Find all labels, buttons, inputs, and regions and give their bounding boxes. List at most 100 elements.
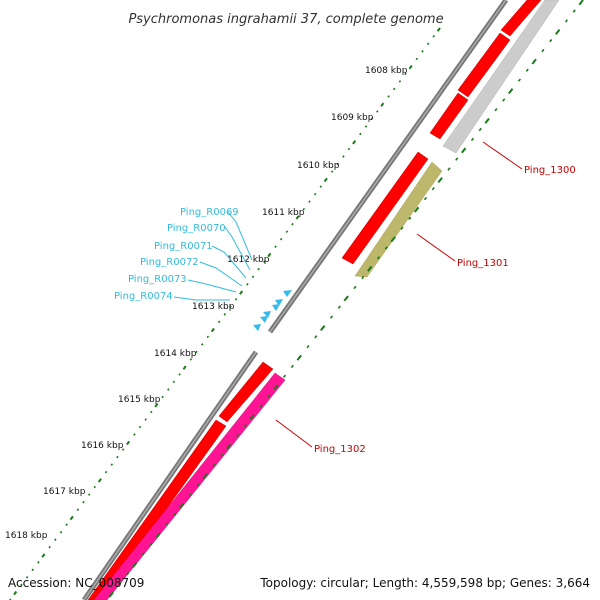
ruler-minor-tick — [313, 192, 317, 196]
rna-label[interactable]: Ping_R0072 — [140, 257, 199, 268]
ruler-major-tick — [132, 561, 138, 568]
rna-label[interactable]: Ping_R0069 — [180, 207, 239, 218]
ruler-major-tick — [13, 590, 18, 596]
ruler-major-tick — [295, 215, 300, 220]
ruler-major-tick — [508, 88, 514, 95]
cds-gray[interactable] — [442, 0, 560, 154]
ruler-major-tick — [320, 325, 326, 332]
ruler-minor-tick — [121, 448, 125, 451]
ruler-minor-tick — [347, 147, 351, 151]
ruler-minor-tick — [549, 38, 553, 43]
ruler-minor-tick — [104, 470, 108, 474]
ruler-major-tick — [390, 236, 396, 243]
scale-tick-label: 1618 kbp — [5, 531, 48, 541]
ruler-major-tick — [179, 502, 185, 509]
ruler-minor-tick — [150, 410, 153, 414]
forward-cds-track — [87, 0, 542, 600]
trna-arrow[interactable] — [275, 299, 283, 306]
ruler-minor-tick — [118, 581, 122, 586]
ruler-minor-tick — [20, 583, 23, 587]
gene-label-ping-1300[interactable]: Ping_1300 — [524, 165, 576, 176]
inner-ruler — [108, 0, 584, 598]
ruler-minor-tick — [251, 275, 255, 279]
rna-label[interactable]: Ping_R0073 — [128, 274, 187, 285]
ruler-minor-tick — [279, 237, 283, 241]
leader-line — [416, 233, 456, 262]
ruler-minor-tick — [376, 256, 381, 260]
leader-line — [275, 419, 313, 448]
ruler-minor-tick — [220, 453, 224, 457]
ruler-major-tick — [578, 0, 584, 6]
ruler-minor-tick — [306, 345, 310, 349]
ruler-major-tick — [461, 147, 467, 154]
ruler-minor-tick — [432, 34, 436, 38]
ruler-minor-tick — [285, 230, 289, 233]
ruler-minor-tick — [126, 572, 130, 576]
scale-tick-label: 1617 kbp — [43, 487, 86, 497]
ruler-minor-tick — [408, 216, 412, 220]
cds-pink[interactable] — [93, 372, 286, 600]
trna-features — [253, 290, 292, 331]
trna-arrow[interactable] — [283, 290, 292, 297]
rna-label[interactable]: Ping_R0071 — [154, 241, 213, 252]
cds-arrow[interactable] — [500, 0, 542, 37]
rna-label[interactable]: Ping_R0070 — [167, 223, 226, 234]
ruler-minor-tick — [246, 283, 249, 286]
ruler-minor-tick — [243, 423, 247, 428]
ruler-major-tick — [126, 440, 131, 446]
cds-arrow[interactable] — [457, 32, 511, 98]
ruler-minor-tick — [447, 167, 451, 171]
ruler-minor-tick — [384, 246, 388, 250]
cds-arrow[interactable] — [341, 151, 429, 265]
ruler-minor-tick — [267, 394, 271, 398]
trna-arrow[interactable] — [260, 316, 268, 323]
scale-tick-label: 1611 kbp — [262, 208, 305, 218]
cds-arrow[interactable] — [87, 419, 227, 600]
ruler-minor-tick — [282, 374, 287, 378]
ruler-minor-tick — [31, 568, 34, 572]
ruler-minor-tick — [470, 137, 475, 142]
ruler-minor-tick — [364, 125, 368, 128]
ruler-major-tick — [414, 206, 420, 213]
ruler-minor-tick — [290, 364, 294, 369]
ruler-minor-tick — [353, 285, 357, 290]
ruler-minor-tick — [302, 207, 306, 211]
ruler-major-tick — [154, 403, 159, 408]
ruler-minor-tick — [25, 576, 29, 579]
ruler-major-tick — [226, 443, 232, 450]
ruler-major-tick — [210, 327, 215, 333]
gene-label-ping-1301[interactable]: Ping_1301 — [457, 258, 509, 269]
ruler-major-tick — [408, 65, 413, 70]
topology-text: Topology: circular; Length: 4,559,598 bp… — [260, 576, 590, 590]
ruler-minor-tick — [172, 380, 176, 384]
ruler-major-tick — [273, 384, 279, 391]
scale-tick-label: 1612 kbp — [227, 255, 270, 265]
ruler-minor-tick — [87, 493, 91, 496]
scale-tick-label: 1608 kbp — [365, 66, 408, 76]
trna-arrow[interactable] — [253, 324, 261, 331]
ruler-minor-tick — [165, 522, 169, 527]
ruler-minor-tick — [217, 320, 221, 324]
cds-olive[interactable] — [354, 161, 443, 278]
ruler-minor-tick — [494, 108, 498, 112]
ruler-minor-tick — [541, 48, 545, 53]
ruler-major-tick — [352, 140, 357, 145]
cds-arrow[interactable] — [429, 92, 469, 140]
scale-tick-label: 1610 kbp — [297, 161, 340, 171]
trna-arrow[interactable] — [263, 311, 271, 318]
ruler-minor-tick — [59, 530, 63, 534]
gene-label-ping-1302[interactable]: Ping_1302 — [314, 444, 366, 455]
ruler-minor-tick — [517, 78, 522, 82]
trna-arrow[interactable] — [272, 304, 280, 311]
ruler-minor-tick — [48, 545, 51, 549]
ruler-minor-tick — [234, 298, 238, 301]
rna-label[interactable]: Ping_R0074 — [114, 291, 173, 302]
ruler-minor-tick — [76, 508, 80, 511]
ruler-minor-tick — [387, 95, 390, 98]
ruler-major-tick — [155, 532, 161, 539]
cds-arrow[interactable] — [218, 361, 274, 423]
ruler-minor-tick — [257, 267, 260, 271]
ruler-minor-tick — [342, 155, 345, 158]
ruler-major-tick — [437, 177, 443, 184]
ruler-major-tick — [296, 354, 302, 361]
